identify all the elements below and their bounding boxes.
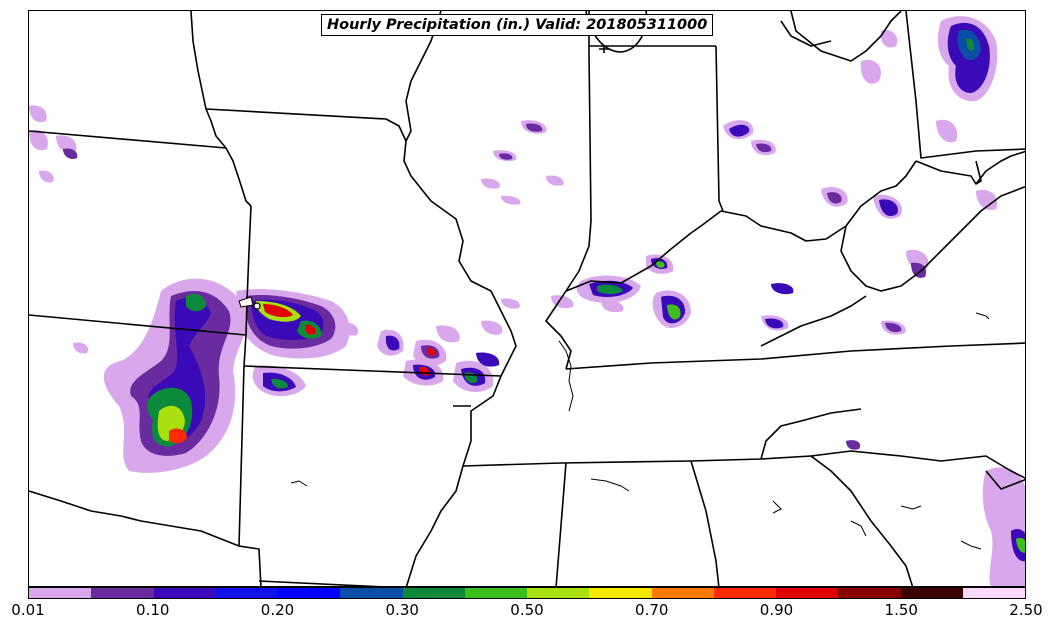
precipitation-cells (29, 16, 1025, 586)
map-frame (28, 10, 1026, 587)
colorbar-tick-label: 0.50 (510, 601, 544, 619)
colorbar-segment (29, 588, 92, 598)
colorbar-tick-label: 0.20 (260, 601, 295, 619)
colorbar-tick-label: 0.10 (136, 601, 170, 619)
precipitation-map (29, 11, 1025, 586)
colorbar-segment (278, 588, 341, 598)
point-marker (253, 302, 261, 310)
colorbar-segment (340, 588, 403, 598)
colorbar-tick-label: 2.50 (1009, 601, 1043, 619)
water-features (290, 312, 990, 550)
colorbar-segment (651, 588, 714, 598)
colorbar-segment (91, 588, 154, 598)
colorbar-segment (153, 588, 216, 598)
colorbar-segment (215, 588, 278, 598)
precip-cell-southeast-coast (982, 467, 1025, 586)
colorbar-segment (589, 588, 652, 598)
colorbar-segment (962, 588, 1025, 598)
colorbar-segment (838, 588, 901, 598)
colorbar-segment (527, 588, 590, 598)
colorbar-segment (402, 588, 465, 598)
colorbar (28, 587, 1026, 599)
colorbar-tick-label: 0.90 (759, 601, 794, 619)
state-boundaries (29, 11, 1025, 586)
colorbar-tick-label: 1.50 (884, 601, 918, 619)
colorbar-segment (464, 588, 527, 598)
colorbar-tick-label: 0.70 (635, 601, 669, 619)
colorbar-segment (900, 588, 963, 598)
map-title: Hourly Precipitation (in.) Valid: 201805… (321, 14, 714, 36)
colorbar-segment (776, 588, 839, 598)
colorbar-tick-labels: 0.01 0.10 0.20 0.30 0.50 0.70 0.90 1.50 2.50 (11, 601, 1042, 629)
colorbar-segment (713, 588, 776, 598)
colorbar-tick-label: 0.01 (11, 601, 45, 619)
colorbar-tick-label: 0.30 (385, 601, 419, 619)
